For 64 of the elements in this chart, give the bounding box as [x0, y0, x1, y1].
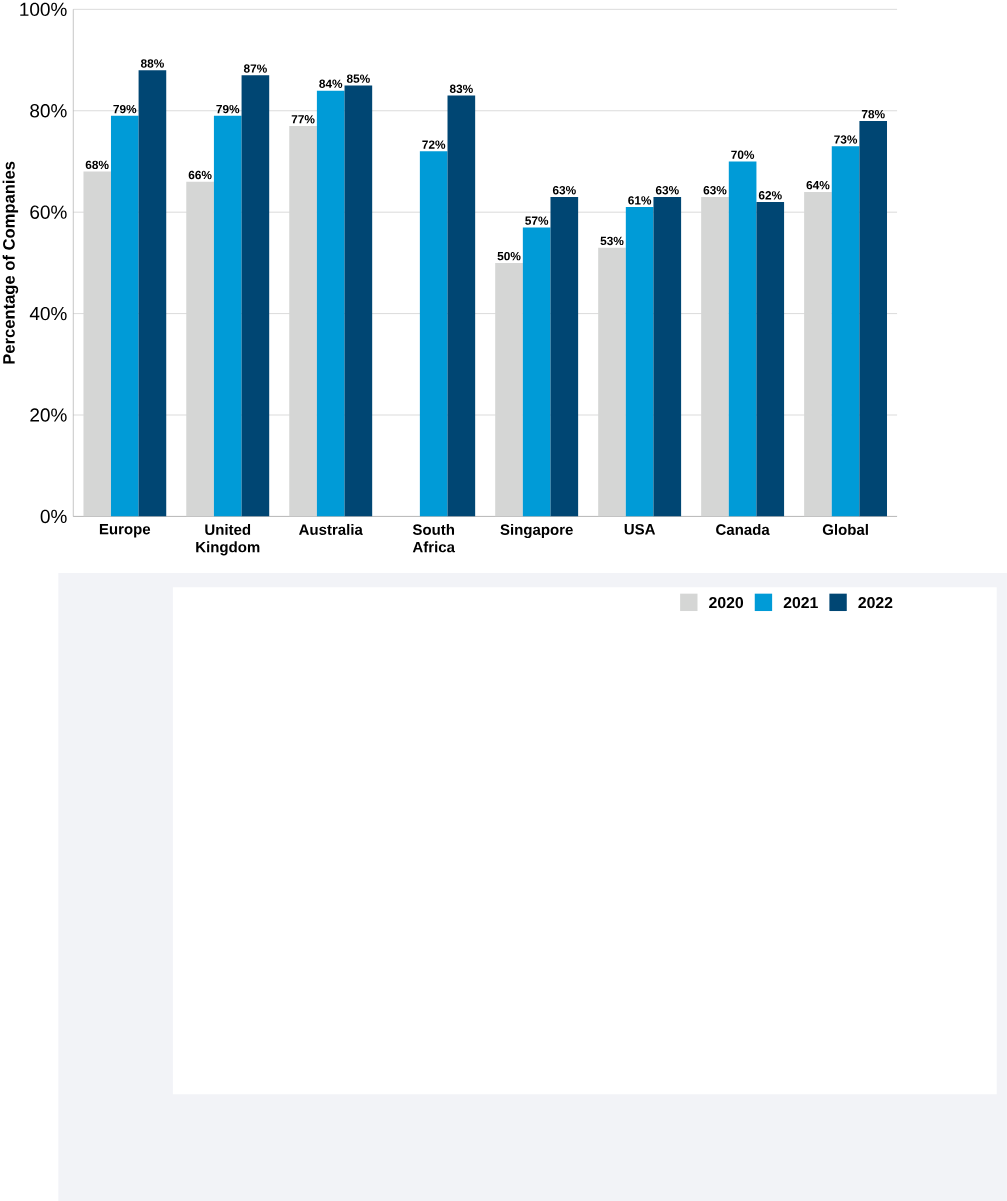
x-tick-label: Europe — [99, 523, 151, 538]
bar — [186, 181, 214, 517]
x-tick-label: Australia — [299, 523, 363, 535]
y-tick-label: 0% — [40, 509, 67, 524]
data-label: 62% — [758, 191, 782, 200]
data-label: 73% — [834, 135, 858, 144]
bar — [598, 247, 626, 517]
bar — [701, 196, 729, 517]
data-label: 79% — [113, 104, 137, 114]
bar — [138, 70, 167, 517]
bar — [859, 120, 888, 517]
data-label: 50% — [497, 251, 521, 261]
y-tick-label: 20% — [30, 408, 67, 422]
data-label: 53% — [600, 236, 624, 246]
x-tick-label: Canada — [716, 523, 770, 535]
data-label: 79% — [216, 104, 240, 114]
data-label: 84% — [319, 79, 343, 88]
bar — [522, 227, 551, 517]
data-label: 85% — [346, 74, 370, 83]
bar — [728, 161, 757, 517]
y-tick-label: 100% — [20, 2, 67, 17]
y-tick-label: 60% — [30, 205, 67, 219]
data-label: 83% — [449, 84, 473, 94]
data-label: 77% — [291, 115, 315, 124]
x-tick-label: United Kingdom — [196, 523, 260, 556]
bar — [550, 196, 579, 517]
data-label: 72% — [422, 140, 446, 149]
data-label: 63% — [703, 186, 727, 195]
data-label: 66% — [188, 170, 212, 180]
bar — [419, 151, 448, 517]
bar — [653, 196, 682, 517]
legend-label: 2021 — [783, 597, 818, 609]
legend-label: 2022 — [858, 597, 893, 609]
bar — [289, 125, 317, 517]
x-tick-label: Singapore — [500, 523, 573, 539]
bar — [316, 90, 345, 517]
data-label: 87% — [243, 64, 267, 73]
x-tick-label: USA — [624, 523, 656, 535]
bar — [831, 146, 860, 517]
bar — [447, 95, 476, 517]
data-label: 68% — [85, 160, 109, 170]
bar — [756, 202, 785, 517]
data-label: 63% — [552, 186, 576, 195]
bar — [625, 207, 654, 517]
data-label: 57% — [525, 216, 549, 225]
bar — [110, 115, 139, 517]
bar — [213, 115, 242, 517]
x-tick-label: Global — [822, 523, 868, 535]
x-tick-label: South Africa — [412, 523, 456, 553]
bar — [344, 85, 373, 517]
bar — [241, 75, 270, 517]
data-label: 88% — [140, 59, 164, 68]
y-tick-label: 40% — [29, 306, 67, 321]
data-label: 63% — [655, 186, 679, 195]
y-tick-label: 80% — [30, 104, 67, 118]
bar — [804, 191, 832, 517]
y-axis-title: Percentage of Companies — [2, 161, 19, 364]
data-label: 78% — [861, 109, 885, 119]
bar — [495, 262, 523, 517]
bar — [83, 171, 111, 517]
legend-label: 2020 — [709, 597, 744, 609]
data-label: 61% — [628, 196, 652, 205]
data-label: 64% — [806, 180, 830, 190]
data-label: 70% — [731, 150, 755, 159]
